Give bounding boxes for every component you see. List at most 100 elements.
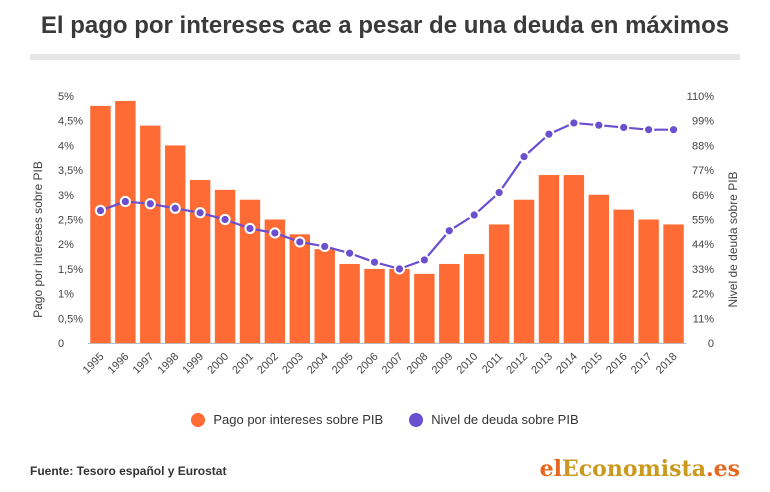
y-right-tick-label: 22%: [692, 289, 714, 301]
x-tick-label-2014: 2014: [554, 351, 580, 377]
x-tick-label-1996: 1996: [106, 351, 132, 377]
point-deuda-2018: [667, 124, 680, 136]
x-tick-label-2008: 2008: [405, 351, 431, 377]
x-tick-label-2001: 2001: [230, 351, 256, 377]
y-left-tick-label: 3%: [58, 190, 74, 202]
bar-2003: [289, 234, 311, 343]
x-tick-label-2005: 2005: [330, 351, 356, 377]
point-deuda-2017: [643, 124, 655, 136]
bar-2010: [463, 254, 485, 343]
point-deuda-2011: [493, 186, 505, 199]
x-tick-label-2002: 2002: [255, 351, 281, 377]
bar-2012: [513, 199, 535, 343]
y-right-tick-label: 0: [708, 338, 714, 350]
brand-part-2: Economista: [562, 456, 706, 482]
bar-1998: [164, 145, 186, 343]
y-left-tick-label: 4,5%: [58, 116, 83, 128]
point-deuda-2006: [368, 256, 381, 268]
y-right-tick-label: 11%: [693, 313, 714, 325]
point-deuda-2009: [443, 225, 455, 237]
point-deuda-2010: [468, 209, 480, 221]
x-tick-label-2018: 2018: [654, 351, 680, 377]
legend-item-deuda[interactable]: Nivel de deuda sobre PIB: [409, 412, 579, 427]
bar-2006: [364, 268, 385, 343]
x-tick-label-1997: 1997: [131, 351, 157, 377]
x-tick-label-2015: 2015: [579, 351, 605, 377]
y-left-tick-label: 3,5%: [58, 165, 83, 177]
x-tick-label-1998: 1998: [156, 351, 182, 377]
bar-2018: [663, 224, 684, 343]
y-right-tick-label: 33%: [692, 264, 714, 276]
chart-title: El pago por intereses cae a pesar de una…: [40, 12, 730, 39]
legend-swatch-deuda: [409, 412, 424, 427]
point-deuda-2014: [568, 117, 580, 129]
bar-2015: [588, 194, 610, 343]
line-deuda: [100, 121, 674, 271]
point-deuda-1995: [94, 204, 107, 217]
y-left-tick-label: 2%: [58, 239, 74, 251]
legend-label-intereses: Pago por intereses sobre PIB: [213, 412, 384, 427]
bar-2017: [638, 219, 659, 343]
x-tick-label-2003: 2003: [280, 351, 306, 377]
bar-2014: [563, 175, 585, 343]
bar-2002: [264, 219, 286, 343]
point-deuda-2015: [593, 119, 605, 131]
x-tick-label-2013: 2013: [529, 351, 555, 377]
y-right-tick-label: 55%: [692, 215, 714, 227]
legend-swatch-intereses: [191, 412, 206, 427]
point-deuda-2003: [294, 236, 306, 248]
y-left-tick-label: 5%: [58, 91, 74, 103]
bar-1997: [140, 125, 161, 343]
point-deuda-1997: [144, 198, 156, 210]
y-left-tick-label: 1,5%: [58, 264, 83, 276]
chart: 0 0,5% 1% 1,5% 2% 2,5% 3% 3,5% 4% 4,5% 5% 0 11% 22% 33…: [31, 91, 740, 377]
legend-item-intereses[interactable]: Pago por intereses sobre PIB: [191, 412, 383, 427]
point-deuda-2007: [393, 263, 406, 275]
x-tick-label-2009: 2009: [430, 351, 456, 377]
point-deuda-2001: [244, 222, 256, 235]
bar-2016: [613, 209, 634, 343]
title-divider: [30, 54, 740, 60]
y-left-tick-label: 0,5%: [58, 313, 83, 325]
bar-2000: [214, 189, 236, 343]
x-tick-label-2012: 2012: [504, 351, 530, 377]
brand-part-3: .es: [705, 456, 740, 482]
bar-2001: [239, 199, 261, 343]
point-deuda-2002: [269, 227, 281, 239]
point-deuda-2000: [219, 213, 231, 226]
y-left-axis-label: Pago por intereses sobre PIB: [31, 161, 45, 318]
x-tick-label-1999: 1999: [180, 351, 206, 377]
bar-2004: [314, 249, 335, 343]
y-left-tick-label: 2,5%: [58, 215, 83, 227]
x-tick-label-2007: 2007: [380, 351, 406, 377]
point-deuda-2005: [344, 247, 356, 259]
point-deuda-1998: [169, 202, 181, 214]
x-tick-label-2016: 2016: [604, 351, 630, 377]
y-right-tick-label: 88%: [692, 140, 714, 152]
bar-2013: [538, 175, 560, 343]
legend-label-deuda: Nivel de deuda sobre PIB: [431, 412, 579, 427]
y-left-tick-label: 1%: [58, 289, 74, 301]
x-tick-label-2017: 2017: [629, 351, 655, 377]
x-tick-label-2006: 2006: [355, 351, 381, 377]
bar-2007: [389, 268, 410, 343]
bar-1995: [90, 105, 111, 343]
bar-1996: [115, 100, 136, 343]
y-left-tick-label: 0: [58, 338, 64, 350]
point-deuda-1996: [119, 195, 131, 208]
bar-2009: [439, 263, 460, 343]
point-deuda-2013: [543, 128, 555, 140]
source-note: Fuente: Tesoro español y Eurostat: [30, 464, 227, 478]
y-left-tick-label: 4%: [58, 140, 74, 152]
bar-2011: [488, 224, 510, 343]
brand-logo[interactable]: elEconomista.es: [540, 456, 740, 482]
y-right-tick-label: 110%: [687, 91, 715, 103]
x-tick-label-2010: 2010: [455, 351, 481, 377]
x-tick-label-2004: 2004: [305, 351, 331, 377]
point-deuda-1999: [194, 207, 206, 219]
x-tick-label-1995: 1995: [81, 351, 107, 377]
bar-1999: [189, 179, 211, 343]
point-deuda-2008: [418, 254, 430, 266]
y-right-tick-label: 44%: [692, 239, 714, 251]
legend: Pago por intereses sobre PIB Nivel de de…: [0, 412, 770, 427]
